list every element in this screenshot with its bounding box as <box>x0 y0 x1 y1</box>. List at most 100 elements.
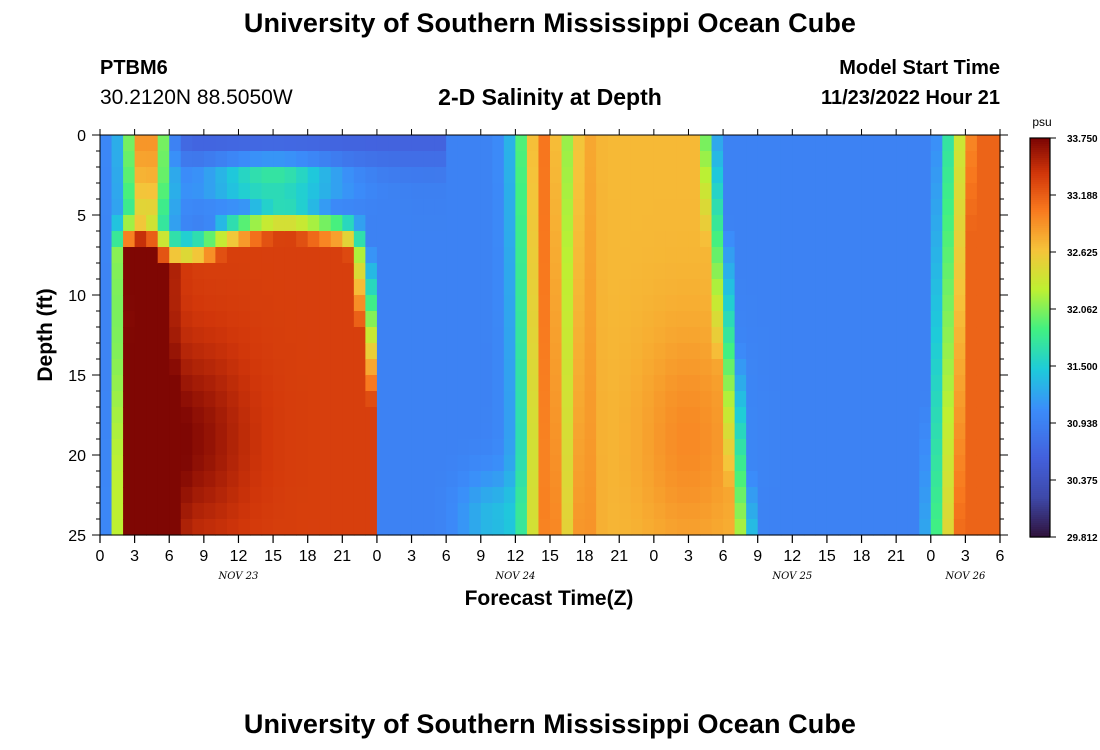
heatmap-cell <box>215 263 228 280</box>
heatmap-cell <box>561 167 574 184</box>
heatmap-cell <box>619 503 632 520</box>
colorbar-segment <box>1030 227 1050 231</box>
heatmap-cell <box>180 391 193 408</box>
y-tick-label: 10 <box>68 288 86 305</box>
heatmap-cell <box>388 263 401 280</box>
heatmap-cell <box>376 215 390 232</box>
station-id: PTBM6 <box>100 57 168 79</box>
heatmap-cell <box>388 311 401 328</box>
heatmap-cell <box>203 135 216 152</box>
heatmap-cell <box>815 167 828 184</box>
heatmap-cell <box>734 311 747 328</box>
heatmap-cell <box>676 519 690 536</box>
colorbar-segment <box>1030 229 1050 233</box>
heatmap-cell <box>734 391 747 408</box>
heatmap-cell <box>988 183 1001 200</box>
heatmap-cell <box>930 247 943 264</box>
heatmap-cell <box>134 327 147 344</box>
heatmap-cell <box>284 263 297 280</box>
heatmap-cell <box>896 343 909 360</box>
heatmap-cell <box>480 519 493 536</box>
heatmap-cell <box>723 135 736 152</box>
heatmap-cell <box>526 503 540 520</box>
heatmap-cell <box>884 503 897 520</box>
heatmap-cell <box>665 215 678 232</box>
heatmap-cell <box>700 279 713 296</box>
heatmap-cell <box>215 503 228 520</box>
heatmap-cell <box>526 215 540 232</box>
x-tick-label: 0 <box>649 548 658 565</box>
colorbar-segment <box>1030 221 1050 225</box>
heatmap-cell <box>700 359 713 376</box>
heatmap-cell <box>803 247 816 264</box>
x-tick-label: 21 <box>610 548 628 565</box>
heatmap-cell <box>457 439 470 456</box>
heatmap-cell <box>573 167 586 184</box>
heatmap-cell <box>284 135 297 152</box>
heatmap-cell <box>365 247 378 264</box>
colorbar-segment <box>1030 217 1050 221</box>
heatmap-cell <box>434 423 447 440</box>
heatmap-cell <box>342 183 355 200</box>
colorbar-segment <box>1030 353 1050 357</box>
heatmap-cell <box>526 375 540 392</box>
heatmap-cell <box>700 487 713 504</box>
heatmap-cell <box>538 263 551 280</box>
heatmap-cell <box>723 439 736 456</box>
heatmap-cell <box>480 327 493 344</box>
heatmap-cell <box>353 263 366 280</box>
heatmap-cell <box>388 231 401 248</box>
heatmap-cell <box>434 167 447 184</box>
heatmap-cell <box>111 215 124 232</box>
heatmap-cell <box>688 135 701 152</box>
heatmap-cell <box>653 455 666 472</box>
heatmap-cell <box>134 439 147 456</box>
heatmap-cell <box>942 391 955 408</box>
heatmap-cell <box>446 167 459 184</box>
heatmap-cell <box>238 503 251 520</box>
heatmap-cell <box>180 295 193 312</box>
heatmap-cell <box>480 455 493 472</box>
heatmap-cell <box>919 247 932 264</box>
heatmap-cell <box>307 423 320 440</box>
heatmap-cell <box>307 311 320 328</box>
heatmap-cell <box>792 231 805 248</box>
heatmap-cell <box>642 215 655 232</box>
heatmap-cell <box>169 455 182 472</box>
heatmap-cell <box>353 439 366 456</box>
heatmap-cell <box>884 167 897 184</box>
heatmap-cell <box>607 263 620 280</box>
heatmap-cell <box>711 487 724 504</box>
x-tick-label: 15 <box>818 548 836 565</box>
heatmap-cell <box>838 151 851 168</box>
heatmap-cell <box>942 135 955 152</box>
heatmap-cell <box>250 167 263 184</box>
heatmap-cell <box>907 263 920 280</box>
heatmap-cell <box>711 167 724 184</box>
heatmap-cell <box>492 327 505 344</box>
heatmap-cell <box>365 183 378 200</box>
date-label: NOV 23 <box>218 571 259 582</box>
heatmap-cell <box>342 167 355 184</box>
heatmap-cell <box>688 231 701 248</box>
heatmap-cell <box>515 135 528 152</box>
heatmap-cell <box>319 279 332 296</box>
heatmap-cell <box>353 215 366 232</box>
heatmap-cell <box>284 471 297 488</box>
heatmap-cell <box>480 375 493 392</box>
heatmap-cell <box>388 135 401 152</box>
heatmap-cell <box>711 375 724 392</box>
colorbar-segment <box>1030 479 1050 482</box>
heatmap-cell <box>792 279 805 296</box>
heatmap-cell <box>988 487 1001 504</box>
colorbar-segment <box>1030 219 1050 223</box>
heatmap-cell <box>388 359 401 376</box>
heatmap-cell <box>100 231 113 248</box>
heatmap-cell <box>515 199 528 216</box>
heatmap-cell <box>550 167 563 184</box>
heatmap-cell <box>411 439 424 456</box>
heatmap-cell <box>169 439 182 456</box>
heatmap-cell <box>734 215 747 232</box>
heatmap-cell <box>665 231 678 248</box>
heatmap-cell <box>723 279 736 296</box>
